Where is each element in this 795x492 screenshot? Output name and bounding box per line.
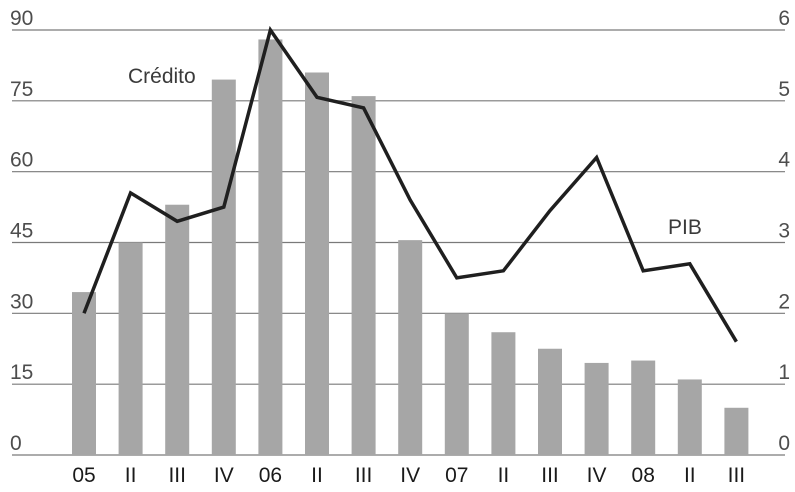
bar-credito (165, 204, 190, 455)
bar-credito (538, 348, 562, 455)
bar-credito (351, 96, 376, 455)
bar-credito (724, 407, 749, 455)
left-tick-label: 90 (10, 7, 33, 30)
bar-credito (491, 332, 516, 455)
right-tick-label: 4 (778, 149, 790, 172)
category-label: IV (587, 464, 607, 487)
bar-credito (211, 79, 236, 455)
category-label: IV (214, 464, 234, 487)
annotation-pib: PIB (668, 216, 702, 239)
category-labels: 05 II III IV 06 II III IV 07 II III IV 08 II III (72, 464, 745, 487)
category-label: II (684, 464, 696, 487)
category-label: 08 (632, 464, 655, 487)
left-tick-label: 30 (10, 290, 33, 313)
credit-bars (72, 39, 749, 455)
category-label: II (498, 464, 510, 487)
category-label: IV (400, 464, 420, 487)
bar-credito (631, 360, 656, 455)
category-label: 05 (72, 464, 95, 487)
right-tick-label: 1 (778, 361, 790, 384)
category-label: III (541, 464, 559, 487)
bar-credito (72, 292, 96, 455)
right-tick-label: 0 (778, 432, 790, 455)
category-label: III (728, 464, 746, 487)
right-tick-label: 2 (778, 290, 790, 313)
bar-credito (677, 379, 702, 455)
right-axis-tick-labels: 0 1 2 3 4 5 6 (778, 7, 790, 455)
category-label: II (311, 464, 323, 487)
annotation-credito: Crédito (128, 65, 196, 88)
category-label: 07 (445, 464, 468, 487)
category-label: III (168, 464, 186, 487)
left-tick-label: 45 (10, 220, 33, 243)
bar-credito (258, 39, 283, 455)
right-tick-label: 5 (778, 78, 790, 101)
bar-credito (118, 242, 143, 455)
category-label: II (125, 464, 137, 487)
left-tick-label: 0 (10, 432, 22, 455)
bar-credito (444, 313, 469, 455)
left-tick-label: 75 (10, 78, 33, 101)
bar-credito (584, 362, 609, 455)
category-label: III (355, 464, 373, 487)
bar-credito (305, 72, 329, 455)
left-tick-label: 15 (10, 361, 33, 384)
bar-credito (398, 240, 423, 455)
left-axis-tick-labels: 0 15 30 45 60 75 90 (10, 7, 33, 455)
right-tick-label: 6 (778, 7, 790, 30)
category-label: 06 (259, 464, 282, 487)
left-tick-label: 60 (10, 149, 33, 172)
pib-line-layer (82, 25, 738, 343)
right-tick-label: 3 (778, 220, 790, 243)
